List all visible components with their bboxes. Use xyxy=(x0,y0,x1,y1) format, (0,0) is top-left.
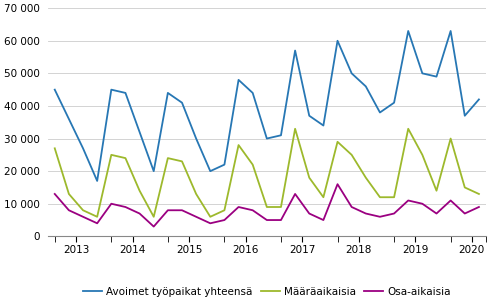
Avoimet työpaikat yhteensä xyxy=(109,88,114,92)
Osa-aikaisia xyxy=(306,212,312,215)
Osa-aikaisia xyxy=(221,218,227,222)
Osa-aikaisia xyxy=(278,218,284,222)
Avoimet työpaikat yhteensä xyxy=(434,75,439,78)
Osa-aikaisia xyxy=(151,225,157,228)
Määräaikaisia xyxy=(278,205,284,209)
Määräaikaisia xyxy=(391,195,397,199)
Avoimet työpaikat yhteensä xyxy=(349,72,355,75)
Avoimet työpaikat yhteensä xyxy=(292,49,298,52)
Avoimet työpaikat yhteensä xyxy=(476,98,482,101)
Osa-aikaisia xyxy=(109,202,114,205)
Määräaikaisia xyxy=(250,163,256,166)
Osa-aikaisia xyxy=(80,215,86,218)
Määräaikaisia xyxy=(306,176,312,179)
Avoimet työpaikat yhteensä xyxy=(136,130,142,134)
Määräaikaisia xyxy=(179,160,185,163)
Osa-aikaisia xyxy=(193,215,199,218)
Määräaikaisia xyxy=(349,153,355,157)
Avoimet työpaikat yhteensä xyxy=(306,114,312,118)
Määräaikaisia xyxy=(207,215,213,218)
Avoimet työpaikat yhteensä xyxy=(193,137,199,140)
Avoimet työpaikat yhteensä xyxy=(264,137,270,140)
Avoimet työpaikat yhteensä xyxy=(391,101,397,105)
Avoimet työpaikat yhteensä xyxy=(151,169,157,173)
Osa-aikaisia xyxy=(476,205,482,209)
Osa-aikaisia xyxy=(136,212,142,215)
Osa-aikaisia xyxy=(250,208,256,212)
Avoimet työpaikat yhteensä xyxy=(221,163,227,166)
Määräaikaisia xyxy=(377,195,383,199)
Osa-aikaisia xyxy=(66,208,72,212)
Avoimet työpaikat yhteensä xyxy=(179,101,185,105)
Avoimet työpaikat yhteensä xyxy=(94,179,100,183)
Avoimet työpaikat yhteensä xyxy=(334,39,340,43)
Määräaikaisia xyxy=(434,189,439,192)
Määräaikaisia xyxy=(165,156,171,160)
Määräaikaisia xyxy=(122,156,128,160)
Määräaikaisia xyxy=(405,127,411,131)
Avoimet työpaikat yhteensä xyxy=(405,29,411,33)
Määräaikaisia xyxy=(221,208,227,212)
Osa-aikaisia xyxy=(122,205,128,209)
Osa-aikaisia xyxy=(264,218,270,222)
Osa-aikaisia xyxy=(334,182,340,186)
Avoimet työpaikat yhteensä xyxy=(165,91,171,95)
Avoimet työpaikat yhteensä xyxy=(419,72,425,75)
Osa-aikaisia xyxy=(448,199,454,202)
Määräaikaisia xyxy=(363,176,369,179)
Avoimet työpaikat yhteensä xyxy=(448,29,454,33)
Osa-aikaisia xyxy=(165,208,171,212)
Avoimet työpaikat yhteensä xyxy=(377,111,383,114)
Line: Osa-aikaisia: Osa-aikaisia xyxy=(55,184,479,227)
Avoimet työpaikat yhteensä xyxy=(462,114,468,118)
Avoimet työpaikat yhteensä xyxy=(207,169,213,173)
Osa-aikaisia xyxy=(391,212,397,215)
Osa-aikaisia xyxy=(405,199,411,202)
Määräaikaisia xyxy=(419,153,425,157)
Line: Määräaikaisia: Määräaikaisia xyxy=(55,129,479,217)
Avoimet työpaikat yhteensä xyxy=(363,85,369,88)
Avoimet työpaikat yhteensä xyxy=(122,91,128,95)
Määräaikaisia xyxy=(52,147,58,150)
Määräaikaisia xyxy=(334,140,340,144)
Määräaikaisia xyxy=(264,205,270,209)
Avoimet työpaikat yhteensä xyxy=(66,117,72,121)
Määräaikaisia xyxy=(109,153,114,157)
Osa-aikaisia xyxy=(321,218,327,222)
Avoimet työpaikat yhteensä xyxy=(321,124,327,127)
Osa-aikaisia xyxy=(419,202,425,205)
Osa-aikaisia xyxy=(179,208,185,212)
Osa-aikaisia xyxy=(349,205,355,209)
Avoimet työpaikat yhteensä xyxy=(236,78,242,82)
Määräaikaisia xyxy=(448,137,454,140)
Määräaikaisia xyxy=(193,192,199,196)
Avoimet työpaikat yhteensä xyxy=(278,134,284,137)
Avoimet työpaikat yhteensä xyxy=(250,91,256,95)
Osa-aikaisia xyxy=(462,212,468,215)
Määräaikaisia xyxy=(476,192,482,196)
Määräaikaisia xyxy=(321,195,327,199)
Line: Avoimet työpaikat yhteensä: Avoimet työpaikat yhteensä xyxy=(55,31,479,181)
Määräaikaisia xyxy=(462,186,468,189)
Osa-aikaisia xyxy=(94,221,100,225)
Määräaikaisia xyxy=(66,192,72,196)
Määräaikaisia xyxy=(236,143,242,147)
Legend: Avoimet työpaikat yhteensä, Määräaikaisia, Osa-aikaisia: Avoimet työpaikat yhteensä, Määräaikaisi… xyxy=(79,283,455,301)
Määräaikaisia xyxy=(94,215,100,218)
Määräaikaisia xyxy=(151,215,157,218)
Osa-aikaisia xyxy=(292,192,298,196)
Osa-aikaisia xyxy=(363,212,369,215)
Määräaikaisia xyxy=(136,189,142,192)
Osa-aikaisia xyxy=(434,212,439,215)
Osa-aikaisia xyxy=(207,221,213,225)
Avoimet työpaikat yhteensä xyxy=(52,88,58,92)
Osa-aikaisia xyxy=(377,215,383,218)
Avoimet työpaikat yhteensä xyxy=(80,147,86,150)
Määräaikaisia xyxy=(80,208,86,212)
Määräaikaisia xyxy=(292,127,298,131)
Osa-aikaisia xyxy=(236,205,242,209)
Osa-aikaisia xyxy=(52,192,58,196)
